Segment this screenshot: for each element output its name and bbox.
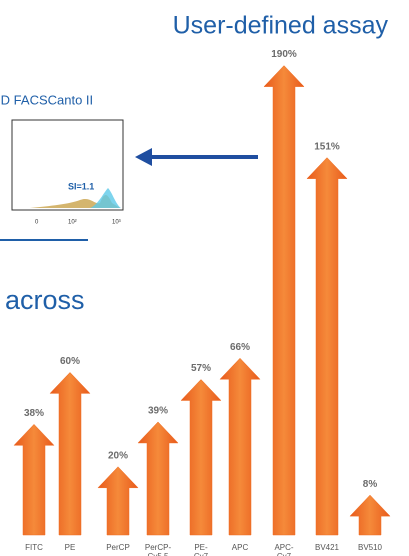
bar <box>180 379 222 536</box>
value-label: 60% <box>60 356 80 367</box>
value-label: 190% <box>271 49 297 60</box>
x-tick-label: APC-Cy7 <box>274 543 293 556</box>
bar <box>49 372 91 536</box>
x-tick-label: PerCP-Cy5.5 <box>145 543 172 556</box>
inset-plot <box>11 119 124 211</box>
bar <box>306 157 348 536</box>
x-tick-label: BV421 <box>315 543 340 552</box>
bar <box>137 421 179 536</box>
value-label: 57% <box>191 363 211 374</box>
value-label: 151% <box>314 141 340 152</box>
bar <box>97 466 139 536</box>
inset-title: BD FACSCanto II <box>0 92 93 107</box>
value-label: 39% <box>148 406 168 417</box>
value-label: 38% <box>24 408 44 419</box>
inset-tick-label: 10² <box>68 220 77 226</box>
x-tick-label: BV510 <box>358 543 383 552</box>
inset-label: SI=1.1 <box>68 181 94 191</box>
bar <box>263 65 305 536</box>
value-label: 20% <box>108 450 128 461</box>
value-label: 8% <box>363 479 378 490</box>
x-tick-label: PE <box>65 543 76 552</box>
inset-tick-label: 0 <box>35 220 39 226</box>
heading-fragment: across <box>5 285 85 315</box>
x-tick-label: PerCP <box>106 543 130 552</box>
x-tick-label: APC <box>232 543 249 552</box>
chart-title: User-defined assay <box>173 12 389 40</box>
x-tick-label: FITC <box>25 543 43 552</box>
bar <box>219 357 261 536</box>
inset-tick-label: 10³ <box>112 220 121 226</box>
bar <box>13 423 55 536</box>
bar <box>349 494 391 536</box>
pointer-arrow <box>135 148 258 166</box>
value-label: 66% <box>230 342 250 353</box>
x-tick-label: PE-Cy7 <box>194 543 209 556</box>
